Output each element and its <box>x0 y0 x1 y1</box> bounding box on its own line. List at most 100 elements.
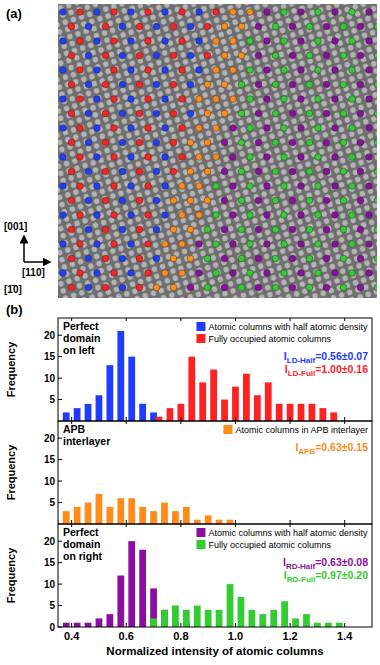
histogram-bar <box>303 614 310 627</box>
atom-marker <box>289 197 296 204</box>
x-tick <box>344 421 345 424</box>
atom-marker <box>111 241 118 248</box>
atom-marker <box>153 226 160 233</box>
atom-marker <box>255 226 262 233</box>
atom-marker <box>298 125 305 132</box>
atom-marker <box>230 212 237 219</box>
stat-value: =0.56±0.07 <box>315 350 368 362</box>
atom-marker <box>128 125 135 132</box>
atom-marker <box>213 38 220 45</box>
x-tick <box>180 623 181 627</box>
atom-marker <box>366 38 373 45</box>
atom-marker <box>213 9 220 16</box>
atom-marker <box>68 139 75 146</box>
atom-marker <box>102 110 109 117</box>
x-tick <box>344 524 345 527</box>
y-tick <box>58 335 62 336</box>
x-tick <box>290 623 291 627</box>
histogram-bar <box>139 550 146 627</box>
atom-marker <box>68 197 75 204</box>
x-tick <box>180 318 181 321</box>
atom-marker <box>238 139 245 146</box>
atom-marker <box>204 168 211 175</box>
atom-marker <box>357 23 364 30</box>
atom-marker <box>102 226 109 233</box>
atom-marker <box>264 154 271 161</box>
atom-marker <box>94 212 101 219</box>
panel-title: interlayer <box>63 435 110 447</box>
atom-marker <box>238 52 245 59</box>
histogram-bar <box>85 404 92 421</box>
atom-marker <box>374 23 377 30</box>
histogram-bar <box>74 507 81 524</box>
atom-marker <box>145 9 152 16</box>
y-tick-label: 0 <box>49 622 55 633</box>
atom-marker <box>170 23 177 30</box>
atom-marker <box>281 96 288 103</box>
histogram-bar <box>128 357 135 421</box>
atom-marker <box>289 255 296 262</box>
stat-subscript: RD-Full <box>287 575 315 584</box>
atom-marker <box>221 284 228 291</box>
atom-marker <box>306 255 313 262</box>
atom-marker <box>187 52 194 59</box>
atom-marker <box>170 139 177 146</box>
atom-marker <box>102 23 109 30</box>
x-tick <box>290 520 291 524</box>
atom-marker <box>323 81 330 88</box>
bars <box>63 541 343 627</box>
atom-marker <box>136 110 143 117</box>
histogram-bar <box>117 498 124 524</box>
histogram-bar <box>150 511 157 524</box>
atom-marker <box>306 168 313 175</box>
atom-marker <box>153 168 160 175</box>
x-tick <box>344 417 345 421</box>
atom-marker <box>213 67 220 74</box>
atom-marker <box>281 241 288 248</box>
atom-marker <box>340 139 347 146</box>
x-tick <box>126 524 127 527</box>
atom-marker <box>204 23 211 30</box>
atom-marker <box>153 284 160 291</box>
atom-marker <box>357 81 364 88</box>
atom-marker <box>264 125 271 132</box>
atom-marker <box>255 284 262 291</box>
atom-marker <box>85 81 92 88</box>
atom-marker <box>332 9 339 16</box>
atom-marker <box>366 67 373 74</box>
atom-marker <box>196 38 203 45</box>
atom-marker <box>179 154 186 161</box>
atom-marker <box>145 96 152 103</box>
atom-marker <box>162 9 169 16</box>
atom-marker <box>315 38 322 45</box>
atom-marker <box>289 284 296 291</box>
histogram-bar <box>161 610 168 627</box>
atom-marker <box>230 67 237 74</box>
histogram-bar <box>205 610 212 627</box>
legend-label: Fully occupied atomic columns <box>208 540 331 550</box>
atom-marker <box>349 241 356 248</box>
histogram-bar <box>63 623 70 627</box>
histogram-bar <box>276 404 283 421</box>
atom-marker <box>119 23 126 30</box>
atom-marker <box>366 270 373 277</box>
atom-marker <box>298 183 305 190</box>
atom-marker <box>272 110 279 117</box>
x-tick <box>126 520 127 524</box>
atom-marker <box>349 212 356 219</box>
atom-marker <box>77 154 84 161</box>
atom-marker <box>298 67 305 74</box>
atom-marker <box>196 241 203 248</box>
y-tick-label: 15 <box>44 454 56 465</box>
atom-marker <box>111 270 118 277</box>
atom-marker <box>315 125 322 132</box>
x-tick <box>180 421 181 424</box>
atom-marker <box>179 9 186 16</box>
atom-marker <box>264 38 271 45</box>
legend-swatch <box>196 322 205 331</box>
atom-marker <box>230 96 237 103</box>
histogram-bar <box>243 374 250 421</box>
atom-marker <box>111 67 118 74</box>
atom-marker <box>221 52 228 59</box>
atom-marker <box>179 212 186 219</box>
